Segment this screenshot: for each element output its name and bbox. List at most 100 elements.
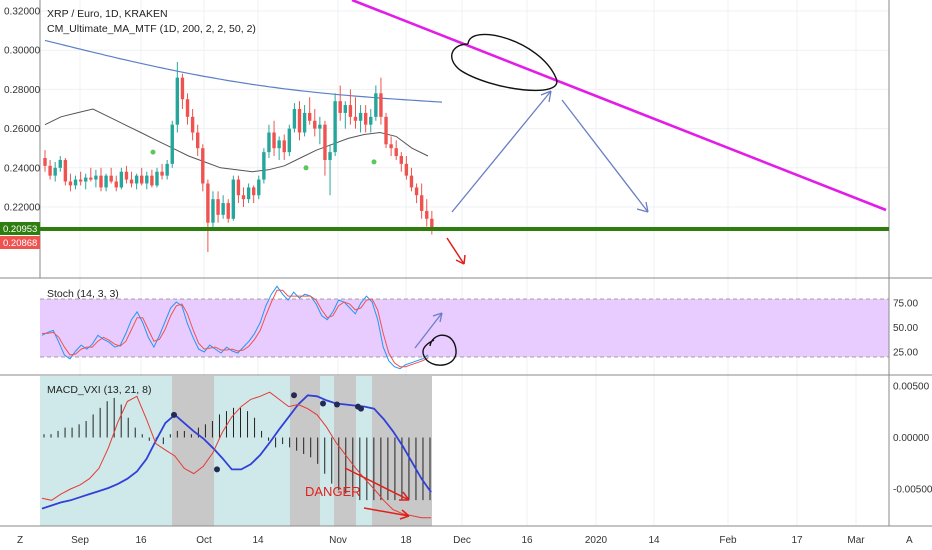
time-tick-label: Sep — [71, 535, 89, 546]
candle-body — [63, 159, 68, 182]
drawings: DANGER — [40, 0, 889, 520]
candle-body — [374, 93, 378, 117]
danger-label: DANGER — [305, 484, 361, 499]
stoch-k-line — [41, 285, 429, 370]
candle-body — [307, 112, 312, 121]
macd-title: MACD_VXI (13, 21, 8) — [47, 384, 151, 396]
macd-cross-dot — [171, 411, 177, 418]
danger-arrow-1 — [344, 467, 410, 501]
price-tick-label: 0.26000 — [4, 124, 41, 135]
indicator-title: CM_Ultimate_MA_MTF (1D, 200, 2, 2, 50, 2… — [47, 23, 256, 35]
time-tick-label: 14 — [648, 535, 660, 546]
candle-body — [358, 112, 363, 121]
time-tick-label: 2020 — [585, 535, 608, 546]
candle-body — [99, 175, 103, 188]
candle-body — [119, 171, 124, 188]
candle-body — [89, 177, 93, 180]
candle-body — [150, 175, 154, 186]
candle-body — [338, 101, 342, 113]
time-tick-label: 17 — [791, 535, 803, 546]
resistance-trendline[interactable] — [351, 0, 887, 212]
candle-body — [287, 128, 292, 153]
macd-lines — [41, 391, 432, 519]
time-axis-ticks: Sep 16 Oct 14 Nov 18 Dec 16 2020 14 Feb 17 Mar — [71, 535, 865, 546]
candle-body — [180, 77, 185, 100]
chart-title: XRP / Euro, 1D, KRAKEN — [47, 8, 168, 20]
candle-body — [318, 124, 322, 129]
macd-cross-dot — [214, 466, 220, 473]
support-line[interactable] — [40, 227, 889, 231]
candle-body — [43, 158, 47, 166]
macd-shade-band — [334, 376, 356, 526]
candle-body — [160, 171, 164, 176]
hand-drawn-circle-top — [451, 33, 558, 92]
candle-body — [104, 175, 108, 188]
stoch-title: Stoch (14, 3, 3) — [47, 288, 119, 300]
candle-body — [94, 175, 98, 180]
candlesticks — [43, 61, 434, 253]
candle-body — [379, 93, 383, 117]
price-down-arrow — [446, 237, 465, 265]
candle-body — [399, 156, 403, 164]
macd-axis-ticks: 0.00500 0.00000 -0.00500 — [893, 382, 932, 496]
candle-body — [109, 175, 113, 182]
candle-body — [221, 203, 225, 215]
hand-drawn-circle-stoch — [422, 334, 457, 366]
time-tick-label: Oct — [196, 535, 212, 546]
candle-body — [282, 140, 286, 153]
stoch-tick-label: 25.00 — [893, 348, 918, 359]
candle-body — [226, 203, 230, 219]
candle-body — [231, 179, 236, 219]
price-tag-last: 0.20868 — [0, 236, 40, 249]
ma-50-line — [44, 108, 429, 173]
auto-scale-button[interactable]: A — [906, 535, 913, 546]
zoom-button[interactable]: Z — [17, 535, 23, 546]
candle-body — [302, 112, 307, 133]
candle-body — [84, 177, 88, 182]
candle-body — [124, 171, 129, 180]
macd-cross-dot — [334, 401, 340, 408]
candle-body — [369, 116, 373, 125]
candle-body — [68, 181, 73, 186]
macd-shade-band — [290, 376, 320, 526]
candle-body — [323, 124, 327, 160]
candle-body — [272, 132, 276, 149]
candle-body — [262, 152, 266, 180]
stoch-tick-label: 75.00 — [893, 299, 918, 310]
candle-body — [170, 124, 174, 164]
stoch-lines — [41, 285, 429, 370]
candle-body — [267, 132, 271, 153]
ma-signal-dot — [150, 149, 156, 155]
macd-shade-band — [356, 376, 372, 526]
candle-body — [48, 165, 52, 176]
price-tag-support: 0.20953 — [0, 222, 40, 235]
projection-up-arrow — [451, 90, 552, 213]
macd-shade-band — [172, 376, 214, 526]
price-axis-ticks: 0.32000 0.30000 0.28000 0.26000 0.24000 0.220… — [4, 7, 41, 214]
candle-body — [257, 179, 261, 196]
candle-body — [206, 183, 210, 223]
candle-body — [328, 152, 332, 160]
macd-signal-line — [41, 391, 431, 519]
candle-body — [414, 187, 419, 196]
macd-cross-dot — [358, 405, 364, 412]
projection-down-arrow — [561, 99, 649, 213]
candle-body — [129, 179, 134, 184]
price-tick-label: 0.32000 — [4, 7, 41, 18]
candle-body — [196, 132, 200, 149]
arrow-head-up — [540, 90, 552, 103]
candle-body — [404, 163, 409, 176]
candle-body — [134, 175, 139, 184]
price-tick-label: 0.28000 — [4, 85, 41, 96]
candle-body — [155, 171, 159, 186]
candle-body — [348, 105, 353, 117]
time-tick-label: Mar — [847, 535, 865, 546]
time-tick-label: Nov — [329, 535, 347, 546]
price-tag-support-bg — [0, 222, 40, 235]
macd-cross-dot — [291, 392, 297, 399]
candle-body — [216, 199, 220, 215]
candle-body — [165, 163, 169, 176]
candle-body — [185, 99, 190, 117]
macd-background-shading — [40, 376, 432, 526]
